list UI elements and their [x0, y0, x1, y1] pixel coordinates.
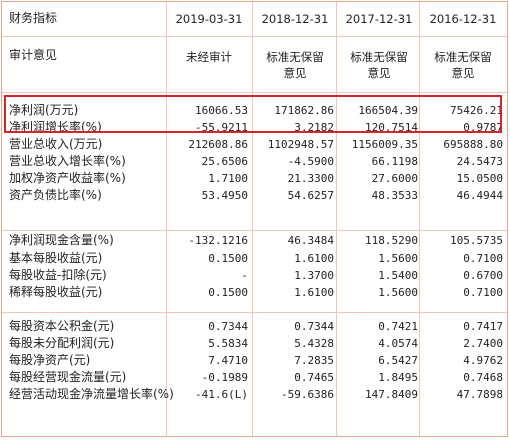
row-value: 4.0574	[378, 337, 418, 350]
row-value: 105.5735	[450, 234, 503, 247]
row-label: 每股资本公积金(元)	[9, 319, 115, 333]
row-value: 1.5600	[378, 286, 418, 299]
row-label: 基本每股收益(元)	[9, 251, 103, 265]
row-value: 0.1500	[208, 286, 248, 299]
audit-opinion-3: 标准无保留 意见	[350, 50, 408, 80]
row-value: 75426.21	[450, 104, 503, 117]
row-value: 695888.80	[443, 138, 503, 151]
row-value: 0.7100	[463, 252, 503, 265]
col-divider	[252, 2, 253, 436]
row-value: -59.6386	[281, 388, 334, 401]
row-value: 5.4328	[294, 337, 334, 350]
row-label: 加权净资产收益率(%)	[9, 171, 126, 185]
row-value: 0.7344	[294, 320, 334, 333]
row-label: 经营活动现金净流量增长率(%)	[9, 387, 174, 401]
row-divider	[2, 312, 507, 313]
date-header-3: 2017-12-31	[345, 12, 413, 26]
row-value: 21.3300	[287, 172, 334, 185]
row-label: 净利润增长率(%)	[9, 120, 102, 134]
row-value: 7.2835	[294, 354, 334, 367]
row-value: 6.5427	[378, 354, 418, 367]
row-value: 0.7100	[463, 286, 503, 299]
row-value: 25.6506	[201, 155, 248, 168]
row-value: 212608.86	[188, 138, 248, 151]
row-value: 171862.86	[274, 104, 334, 117]
row-value: 1102948.57	[267, 138, 334, 151]
row-value: 48.3533	[371, 189, 418, 202]
audit-opinion-2: 标准无保留 意见	[266, 50, 324, 80]
row-value: 2.7400	[463, 337, 503, 350]
audit-opinion-4: 标准无保留 意见	[434, 50, 492, 80]
row-value: -41.6(L)	[195, 388, 248, 401]
row-value: -55.9211	[195, 121, 248, 134]
row-value: -4.5900	[287, 155, 334, 168]
row-label: 稀释每股收益(元)	[9, 285, 103, 299]
row-label: 资产负债比率(%)	[9, 188, 102, 202]
row-value: 1.7100	[208, 172, 248, 185]
row-divider	[2, 36, 507, 37]
row-divider	[2, 92, 507, 93]
row-label: 每股未分配利润(元)	[9, 336, 115, 350]
row-value: 0.7344	[208, 320, 248, 333]
date-header-1: 2019-03-31	[175, 12, 243, 26]
row-value: 1.6100	[294, 286, 334, 299]
row-value: 24.5473	[456, 155, 503, 168]
row-value: 1.3700	[294, 269, 334, 282]
row-value: 54.6257	[287, 189, 334, 202]
row-label: 净利润现金含量(%)	[9, 233, 114, 247]
row-value: 0.7417	[463, 320, 503, 333]
row-value: 166504.39	[358, 104, 418, 117]
col-divider	[166, 2, 167, 436]
row-value: 47.7898	[456, 388, 503, 401]
row-value: 1.5600	[378, 252, 418, 265]
row-value: 1.5400	[378, 269, 418, 282]
row-label: 每股经营现金流量(元)	[9, 370, 127, 384]
date-header-4: 2016-12-31	[429, 12, 497, 26]
row-value: 0.1500	[208, 252, 248, 265]
row-label: 净利润(万元)	[9, 103, 79, 117]
audit-label: 审计意见	[9, 48, 58, 62]
row-value: 27.6000	[371, 172, 418, 185]
row-value: 120.7514	[365, 121, 418, 134]
col-divider	[336, 2, 337, 436]
row-value: -132.1216	[188, 234, 248, 247]
row-value: 5.5834	[208, 337, 248, 350]
row-value: 0.6700	[463, 269, 503, 282]
row-label: 营业总收入(万元)	[9, 137, 103, 151]
row-value: 46.4944	[456, 189, 503, 202]
row-value: 118.5290	[365, 234, 418, 247]
row-label: 营业总收入增长率(%)	[9, 154, 126, 168]
row-value: 46.3484	[287, 234, 334, 247]
row-value: 66.1198	[371, 155, 418, 168]
row-value: 147.8409	[365, 388, 418, 401]
row-label: 每股收益-扣除(元)	[9, 268, 107, 282]
row-value: 0.7421	[378, 320, 418, 333]
table-title: 财务指标	[9, 11, 58, 25]
row-value: 3.2182	[294, 121, 334, 134]
row-value: 0.7468	[463, 371, 503, 384]
row-value: 16066.53	[195, 104, 248, 117]
row-value: -	[241, 269, 248, 282]
row-value: 15.0500	[456, 172, 503, 185]
row-value: 1156009.35	[351, 138, 418, 151]
row-value: 7.4710	[208, 354, 248, 367]
date-header-2: 2018-12-31	[261, 12, 329, 26]
row-value: 1.6100	[294, 252, 334, 265]
row-value: -0.1989	[201, 371, 248, 384]
row-divider	[2, 230, 507, 231]
row-value: 53.4950	[201, 189, 248, 202]
row-value: 4.9762	[463, 354, 503, 367]
col-divider	[419, 2, 420, 436]
row-value: 1.8495	[378, 371, 418, 384]
row-value: 0.9787	[463, 121, 503, 134]
row-label: 每股净资产(元)	[9, 353, 91, 367]
audit-opinion-1: 未经审计	[186, 50, 232, 64]
row-value: 0.7465	[294, 371, 334, 384]
